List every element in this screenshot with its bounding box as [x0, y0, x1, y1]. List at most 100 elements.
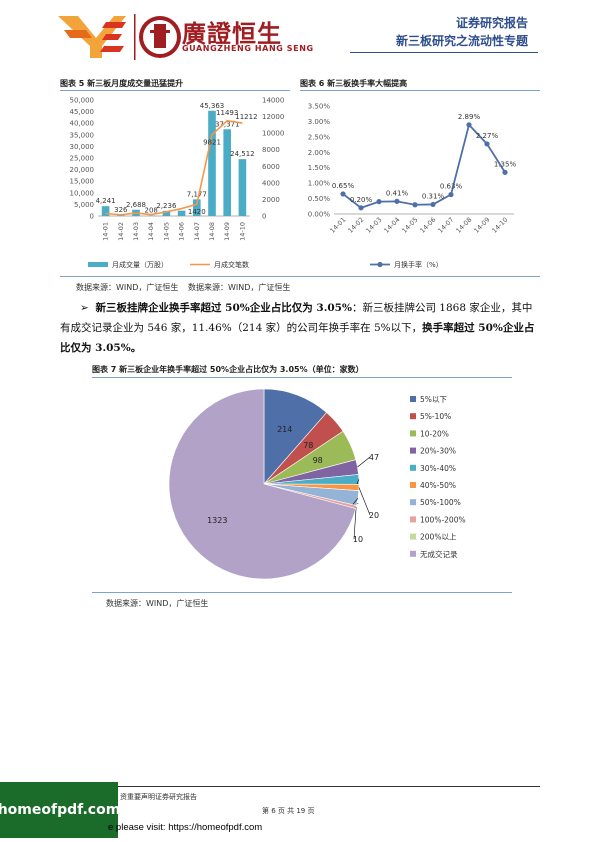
fig7-bottom-rule [92, 592, 512, 593]
company-logo-icon [58, 14, 181, 60]
data-label: 1.35% [494, 160, 517, 168]
line-data-label: 11493 [216, 109, 238, 117]
watermark-link[interactable]: e please visit: https://homeofpdf.com [108, 822, 263, 833]
legend-swatch [410, 499, 416, 506]
y-left-tick-label: 45,000 [70, 108, 95, 116]
x-tick-label: 14-03 [364, 216, 383, 235]
data-label: 0.20% [350, 196, 373, 204]
x-tick-label: 14-03 [132, 222, 140, 241]
legend-swatch [410, 413, 416, 420]
legend-label: 无成交记录 [420, 549, 458, 559]
bar [162, 210, 171, 216]
y-tick-label: 0.50% [308, 195, 331, 203]
paragraph-text: 新三板挂牌公司 1868 家企业，其中有成交记录企业为 546 家，11.46%… [60, 302, 533, 334]
legend-label: 20%-30% [420, 447, 456, 456]
fig7-source: 数据来源：WIND，广证恒生 [106, 599, 209, 608]
x-tick-label: 14-05 [400, 216, 419, 235]
bar [177, 210, 186, 216]
y-tick-label: 3.50% [308, 103, 331, 111]
data-label: 0.41% [386, 189, 409, 197]
legend-label-trades: 月成交笔数 [214, 260, 249, 269]
bullet-icon: ➢ [80, 302, 89, 314]
pie-slice [263, 388, 328, 485]
x-tick-label: 14-04 [382, 216, 401, 235]
brand-name-en: GUANGZHENG HANG SENG [182, 44, 314, 53]
watermark-logo[interactable]: homeofpdf.com [0, 782, 120, 838]
legend-label: 200%以上 [420, 533, 457, 542]
x-tick-label: 14-09 [472, 216, 491, 235]
brand-name-cn: 廣證恒生 [182, 20, 282, 48]
legend-swatch [410, 482, 416, 488]
fig6-source: 数据来源：WIND，广证恒生 [188, 283, 291, 292]
bar-data-label: 7,177 [187, 190, 207, 198]
bar-data-label: 37,371 [215, 120, 240, 128]
paragraph-conclusion: 换手率超过 50%企业占比仅为 3.05%。 [60, 322, 535, 354]
y-right-tick-label: 0 [262, 213, 266, 221]
x-tick-label: 14-10 [238, 222, 246, 241]
fig6-chart: 0.00% 0.50% 1.00% 1.50% 2.00% 2.50% 3.00% 3.50%… [308, 103, 517, 270]
y-right-tick-label: 6000 [262, 163, 280, 171]
pie-data-label: 78 [303, 441, 313, 450]
fig5-source: 数据来源：WIND，广证恒生 [76, 283, 179, 292]
pie-data-label: 1323 [207, 516, 227, 525]
bar-data-label: 45,363 [200, 102, 225, 110]
y-right-tick-label: 14000 [262, 97, 284, 105]
pie-slice [168, 388, 357, 580]
line-data-label: 9821 [203, 139, 221, 147]
data-point [466, 122, 472, 128]
bar [117, 215, 125, 216]
pie-leader-line [357, 456, 371, 468]
fig7-top-rule [92, 377, 512, 378]
bar-data-label: 4,241 [96, 197, 116, 205]
legend-label: 5%以下 [420, 395, 447, 404]
fig5-caption: 图表 5 新三板月度成交量迅猛提升 [60, 79, 184, 88]
x-tick-label: 14-08 [454, 216, 473, 235]
y-right-tick-label: 4000 [262, 179, 280, 187]
legend-marker-turnover [377, 261, 383, 268]
data-label: 2.89% [458, 113, 481, 121]
bar [238, 159, 247, 216]
y-left-tick-label: 40,000 [70, 120, 95, 128]
legend-label-volume: 月成交量（万股） [112, 260, 168, 269]
y-left-tick-label: 0 [90, 213, 94, 221]
fig7-chart: 21478984731204710013235%以下5%-10%10-20%20… [168, 388, 466, 580]
x-tick-label: 14-06 [178, 222, 186, 241]
paragraph-sep: ： [351, 302, 363, 314]
line-data-label: 1420 [188, 208, 206, 216]
x-tick-label: 14-10 [490, 216, 509, 235]
bar-data-label: 208 [145, 207, 158, 215]
x-tick-label: 14-01 [328, 216, 347, 235]
pie-data-label: 20 [369, 511, 379, 520]
bar [101, 206, 110, 216]
data-point [448, 191, 454, 198]
legend-swatch-volume [88, 262, 108, 267]
data-label: 2.27% [476, 132, 499, 140]
legend-label: 10-20% [420, 429, 449, 438]
y-tick-label: 2.50% [308, 133, 331, 141]
y-right-tick-label: 10000 [262, 130, 284, 138]
y-left-tick-label: 15,000 [70, 178, 95, 186]
line-series-turnover [342, 123, 506, 209]
bar [223, 129, 231, 216]
body-paragraph: ➢ 新三板挂牌企业换手率超过 50%企业占比仅为 3.05%：新三板挂牌公司 1… [60, 298, 538, 358]
y-left-tick-label: 25,000 [70, 155, 95, 163]
report-title: 新三板研究之流动性专题 [395, 34, 528, 48]
bar [193, 199, 201, 216]
y-tick-label: 2.00% [308, 149, 331, 157]
fig5-top-rule [60, 90, 290, 91]
paragraph-lead: 新三板挂牌企业换手率超过 50%企业占比仅为 3.05% [95, 302, 352, 314]
bar [208, 110, 216, 216]
header-rule [350, 52, 538, 53]
fig5-chart: 0 5,000 10,000 15,000 20,000 25,000 30,000 35,0… [70, 97, 285, 270]
bar-data-label: 326 [114, 206, 128, 214]
legend-swatch [410, 447, 416, 454]
logo [56, 12, 306, 62]
y-tick-label: 3.00% [308, 118, 331, 126]
pie-data-label: 214 [277, 425, 292, 434]
line-series-trades [105, 119, 243, 216]
x-tick-label: 14-07 [436, 216, 455, 235]
line-data-label: 11212 [235, 113, 257, 121]
y-tick-label: 1.50% [308, 164, 331, 172]
footer-disclaimer: 资重要声明证券研究报告 [120, 793, 197, 801]
legend-label: 30%-40% [420, 464, 456, 473]
